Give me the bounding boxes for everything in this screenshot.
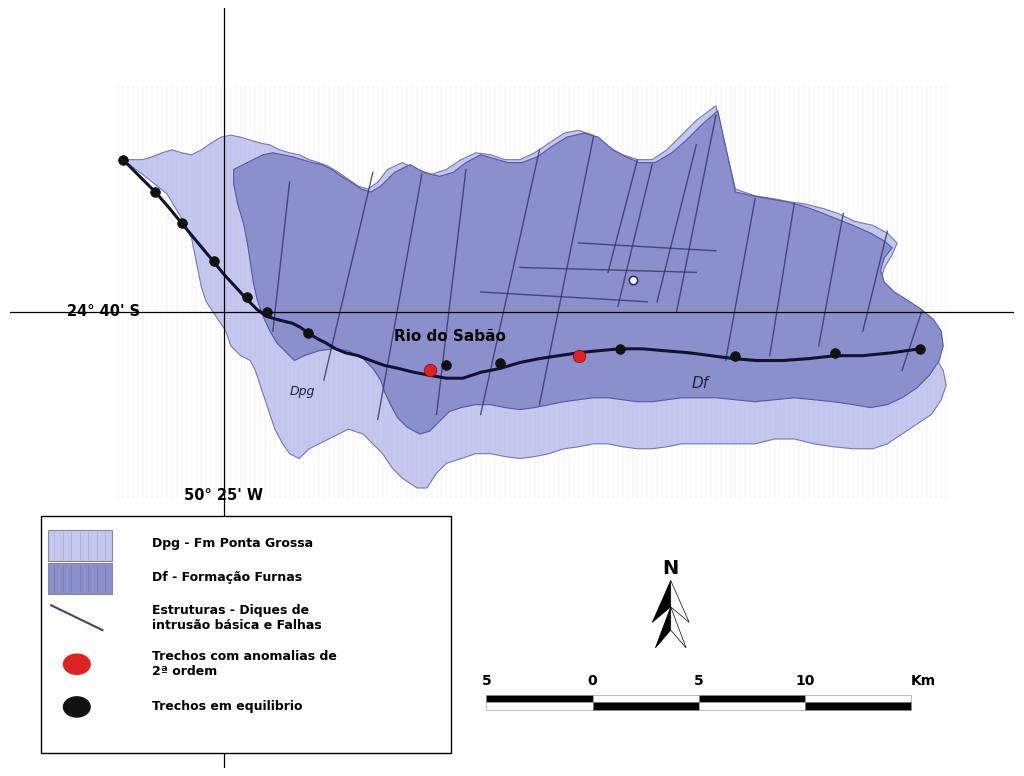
Text: Df - Formação Furnas: Df - Formação Furnas xyxy=(152,571,302,584)
Text: Estruturas - Diques de
intrusão básica e Falhas: Estruturas - Diques de intrusão básica e… xyxy=(152,604,322,632)
Polygon shape xyxy=(233,111,943,434)
Text: Trechos em equilibrio: Trechos em equilibrio xyxy=(152,701,302,713)
Text: 5: 5 xyxy=(694,674,703,688)
Polygon shape xyxy=(123,106,946,488)
Text: Trechos com anomalias de
2ª ordem: Trechos com anomalias de 2ª ordem xyxy=(152,650,337,678)
Text: 0: 0 xyxy=(588,674,597,688)
Text: Km: Km xyxy=(911,674,936,688)
Text: Dpg - Fm Ponta Grossa: Dpg - Fm Ponta Grossa xyxy=(152,538,312,550)
Text: 5: 5 xyxy=(481,674,492,688)
Text: N: N xyxy=(663,559,679,578)
Text: 24° 40' S: 24° 40' S xyxy=(68,304,140,319)
Text: Dpg: Dpg xyxy=(290,385,315,398)
Text: 50° 25' W: 50° 25' W xyxy=(184,488,263,503)
Text: Df: Df xyxy=(691,376,709,391)
Text: 10: 10 xyxy=(796,674,815,688)
Text: Rio do Sabão: Rio do Sabão xyxy=(394,329,506,344)
